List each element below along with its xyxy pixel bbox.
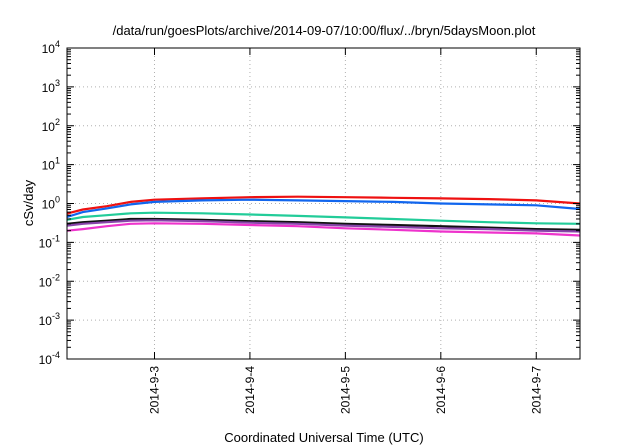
series-group	[66, 195, 581, 237]
x-tick-label: 2014-9-3	[147, 366, 161, 414]
y-tick-label: 10-1	[39, 233, 60, 250]
y-axis-label: cSv/day	[21, 179, 36, 226]
y-tick-label: 10-3	[39, 311, 60, 328]
y-tick-label: 104	[42, 39, 60, 56]
series-line-6	[66, 222, 581, 237]
y-tick-label: 101	[42, 156, 60, 173]
series-line-1	[66, 195, 581, 215]
x-tick-label: 2014-9-7	[529, 366, 543, 414]
y-tick-label: 10-2	[39, 272, 60, 289]
x-axis-label: Coordinated Universal Time (UTC)	[224, 430, 423, 445]
y-tick-label: 103	[42, 78, 60, 95]
y-tick-label: 100	[42, 195, 60, 212]
x-tick-label: 2014-9-6	[434, 366, 448, 414]
y-tick-label: 10-4	[39, 350, 60, 367]
series-line-4	[66, 217, 581, 231]
x-axis: 2014-9-3 2014-9-4 2014-9-5 2014-9-6 2014-9-7	[147, 48, 543, 414]
series-line-2	[66, 198, 581, 219]
grid	[67, 48, 580, 359]
chart-title: /data/run/goesPlots/archive/2014-09-07/1…	[113, 23, 536, 38]
y-tick-label: 102	[42, 117, 60, 134]
x-tick-label: 2014-9-4	[243, 366, 257, 414]
x-tick-label: 2014-9-5	[338, 366, 352, 414]
series-line-3	[66, 211, 581, 225]
series-line-5	[66, 219, 581, 233]
